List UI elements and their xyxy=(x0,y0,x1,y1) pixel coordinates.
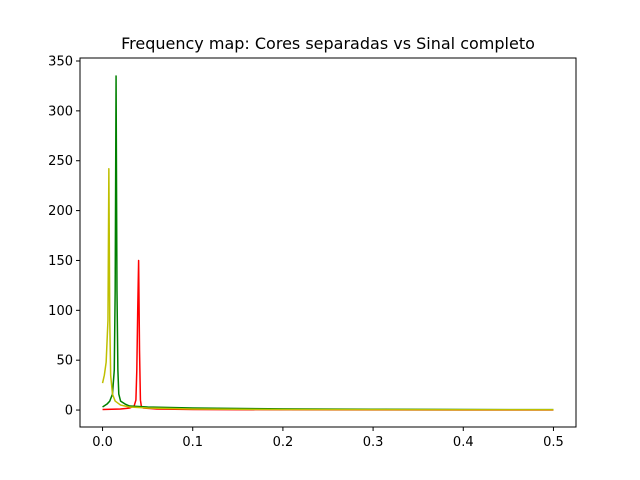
y-tick-label: 50 xyxy=(56,354,73,369)
x-tick-label: 0.5 xyxy=(543,435,564,450)
series-layer xyxy=(101,75,554,411)
x-tick-label: 0.4 xyxy=(453,435,474,450)
y-tick-label: 350 xyxy=(48,54,73,69)
plot-frame xyxy=(79,57,577,428)
y-tick-label: 150 xyxy=(48,254,73,269)
x-axis-ticks: 0.0 0.1 0.2 0.3 0.4 0.5 xyxy=(92,427,564,450)
y-tick-label: 200 xyxy=(48,204,73,219)
y-tick-label: 300 xyxy=(48,104,73,119)
series-line-3 xyxy=(101,167,554,411)
x-tick-label: 0.2 xyxy=(273,435,294,450)
x-tick-label: 0.0 xyxy=(92,435,113,450)
y-tick-label: 0 xyxy=(65,404,73,419)
y-tick-label: 250 xyxy=(48,154,73,169)
chart-title: Frequency map: Cores separadas vs Sinal … xyxy=(121,34,535,53)
x-tick-label: 0.3 xyxy=(363,435,384,450)
series-line-1 xyxy=(102,259,554,411)
y-tick-label: 100 xyxy=(48,304,73,319)
y-axis-ticks: 0 50 100 150 200 250 300 350 xyxy=(48,54,80,419)
x-tick-label: 0.1 xyxy=(182,435,203,450)
series-line-2 xyxy=(102,75,554,411)
